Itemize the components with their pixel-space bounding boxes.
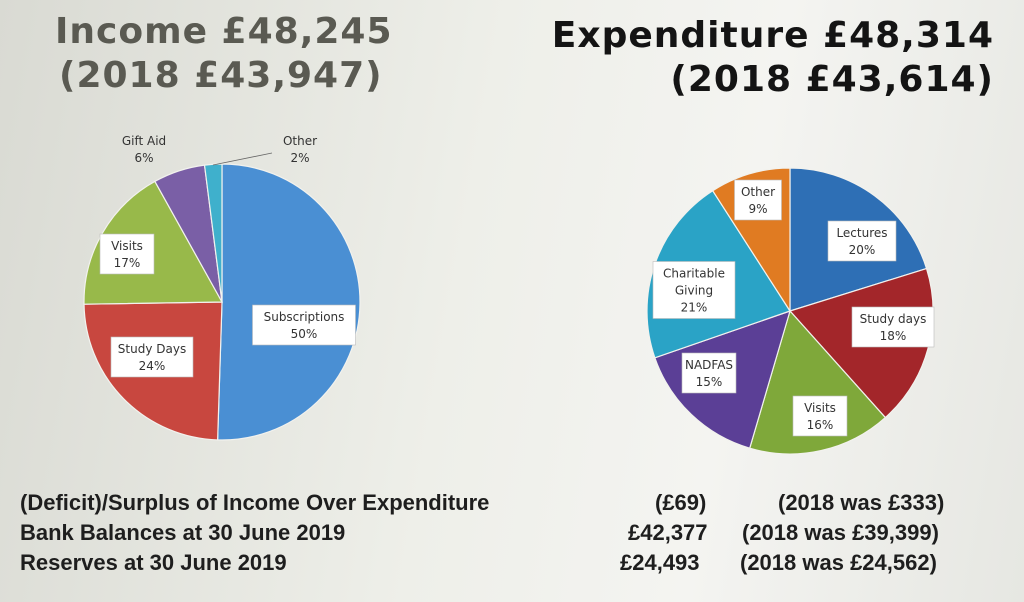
expenditure-name-charitable-giving: Charitable [663,267,725,281]
income-name-other: Other [283,134,317,148]
expenditure-name-other: Other [741,185,775,199]
income-label-box-study-days [110,336,194,378]
expenditure-label-other: Other 9% [734,179,782,221]
income-pct-visits: 17% [114,256,141,270]
expenditure-label-box-other [734,179,782,221]
expenditure-prior-year: (2018 £43,614) [670,59,994,100]
income-pct-other: 2% [290,151,309,165]
income-slice-subscriptions [217,163,361,441]
expenditure-label-study-days: Study days 18% [851,306,935,348]
summary-prior-reserves: (2018 was £24,562) [740,550,937,575]
expenditure-pct-visits: 16% [807,418,834,432]
income-label-gift-aid: Gift Aid 6% [122,134,166,165]
expenditure-label-box-lectures [827,220,897,262]
income-name-gift-aid: Gift Aid [122,134,166,148]
income-name-study-days: Study Days [118,342,186,356]
expenditure-total: Expenditure £48,314 [551,15,994,56]
income-pct-gift-aid: 6% [134,151,153,165]
summary-label-surplus: (Deficit)/Surplus of Income Over Expendi… [20,490,490,515]
income-label-box-subscriptions [252,304,356,346]
expenditure-label-box-study-days [851,306,935,348]
summary-value-bank: £42,377 [628,520,708,545]
expenditure-pct-study-days: 18% [880,329,907,343]
income-pie-chart [83,163,361,441]
income-label-visits: Visits 17% [99,233,155,275]
income-total: Income £48,245 [55,11,393,52]
summary-value-surplus: (£69) [655,490,707,515]
income-prior-year: (2018 £43,947) [59,55,383,96]
expenditure-pct-lectures: 20% [849,243,876,257]
expenditure-label-nadfas: NADFAS 15% [681,352,737,394]
income-label-box-visits [99,233,155,275]
summary-prior-surplus: (2018 was £333) [778,490,945,515]
income-pct-study-days: 24% [139,359,166,373]
expenditure-pct-other: 9% [748,202,767,216]
summary-value-reserves: £24,493 [620,550,700,575]
income-name-subscriptions: Subscriptions [264,310,345,324]
expenditure-label-visits: Visits 16% [792,395,848,437]
expenditure-name-study-days: Study days [860,312,927,326]
income-other-leader-line [212,152,273,166]
slice-labels: Subscriptions 50% Study Days 24% Visits 17% Gi… [99,134,935,437]
income-slice-other [203,163,223,303]
income-label-study-days: Study Days 24% [110,336,194,378]
expenditure-title: Expenditure £48,314 (2018 £43,614) [552,14,994,102]
income-label-subscriptions: Subscriptions 50% [252,304,356,346]
summary-label-reserves: Reserves at 30 June 2019 [20,550,287,575]
expenditure-label-box-nadfas [681,352,737,394]
income-title: Income £48,245 (2018 £43,947) [55,10,393,98]
expenditure-pct-charitable-giving: 21% [681,301,708,315]
expenditure-slice-visits [748,309,887,455]
expenditure-name-visits: Visits [804,401,836,415]
income-name-visits: Visits [111,239,143,253]
income-label-other: Other 2% [283,134,317,165]
expenditure-label-box-visits [792,395,848,437]
expenditure-label-lectures: Lectures 20% [827,220,897,262]
expenditure-pct-nadfas: 15% [696,375,723,389]
summary-label-bank: Bank Balances at 30 June 2019 [20,520,346,545]
income-pct-subscriptions: 50% [291,327,318,341]
expenditure-label-box-charitable-giving [652,261,736,319]
expenditure-name-lectures: Lectures [836,226,887,240]
summary-prior-bank: (2018 was £39,399) [742,520,939,545]
expenditure-label-charitable-giving: Charitable Giving 21% [652,261,736,319]
expenditure-name-nadfas: NADFAS [685,358,733,372]
expenditure-name-charitable-giving: Giving [675,284,713,298]
